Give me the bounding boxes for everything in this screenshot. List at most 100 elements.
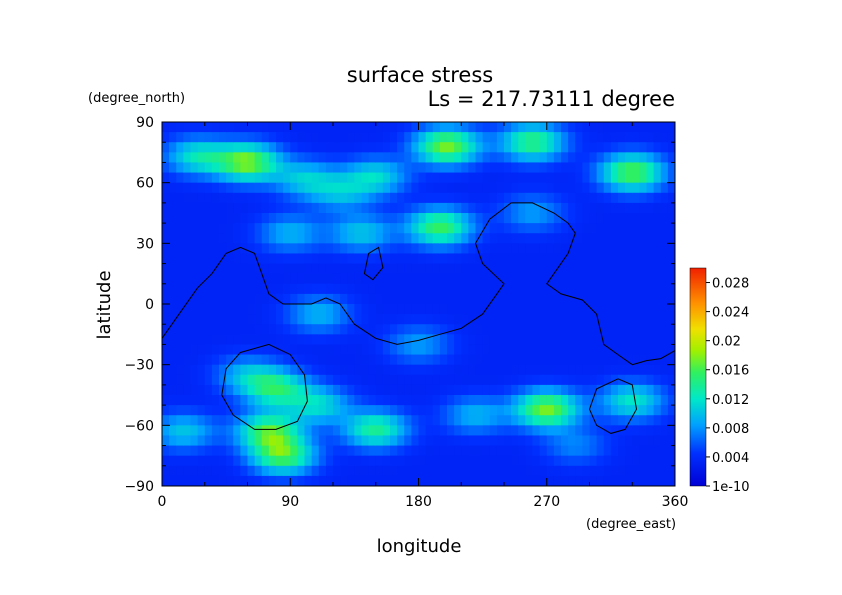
heatmap-cell <box>261 233 270 244</box>
heatmap-cell <box>482 283 491 295</box>
heatmap-cell <box>411 263 420 275</box>
heatmap-cell <box>354 142 363 153</box>
heatmap-cell <box>354 273 363 285</box>
heatmap-cell <box>639 354 648 366</box>
colorbar <box>689 267 707 487</box>
heatmap-cell <box>190 253 199 265</box>
heatmap-cell <box>639 192 648 204</box>
heatmap-cell <box>568 263 576 275</box>
heatmap-cell <box>625 142 633 153</box>
heatmap-cell <box>297 293 306 305</box>
heatmap-cell <box>603 465 612 477</box>
heatmap-cell <box>618 132 626 143</box>
heatmap-cell <box>340 162 348 174</box>
heatmap-cell <box>340 344 348 356</box>
heatmap-cell <box>169 304 177 315</box>
heatmap-cell <box>660 324 669 335</box>
heatmap-cell <box>268 172 277 184</box>
heatmap-cell <box>375 202 384 214</box>
heatmap-cell <box>482 263 491 275</box>
heatmap-cell <box>439 304 448 315</box>
heatmap-cell <box>639 405 648 416</box>
heatmap-cell <box>276 364 284 376</box>
heatmap-cell <box>276 223 284 234</box>
heatmap-cell <box>290 182 298 194</box>
heatmap-cell <box>468 263 477 275</box>
heatmap-cell <box>553 213 562 224</box>
heatmap-cell <box>162 273 170 285</box>
heatmap-cell <box>632 374 640 386</box>
heatmap-cell <box>596 213 605 224</box>
heatmap-cell <box>411 334 420 346</box>
heatmap-cell <box>618 455 626 467</box>
heatmap-cell <box>447 415 455 426</box>
heatmap-cell <box>290 415 298 426</box>
heatmap-cell <box>475 405 484 416</box>
heatmap-cell <box>518 293 526 305</box>
heatmap-cell <box>240 344 249 356</box>
heatmap-cell <box>432 364 441 376</box>
heatmap-cell <box>418 202 427 214</box>
heatmap-cell <box>197 425 206 437</box>
heatmap-cell <box>268 445 277 457</box>
heatmap-cell <box>325 304 334 315</box>
heatmap-cell <box>646 334 655 346</box>
heatmap-cell <box>233 354 241 366</box>
heatmap-cell <box>468 223 477 234</box>
heatmap-cell <box>233 192 241 204</box>
heatmap-cell <box>454 344 462 356</box>
heatmap-cell <box>639 293 648 305</box>
heatmap-cell <box>226 192 234 204</box>
heatmap-cell <box>382 465 391 477</box>
heatmap-cell <box>632 283 640 295</box>
heatmap-cell <box>382 182 391 194</box>
heatmap-cell <box>482 344 491 356</box>
heatmap-cell <box>261 455 270 467</box>
heatmap-cell <box>304 233 313 244</box>
heatmap-cell <box>226 172 234 184</box>
heatmap-cell <box>240 384 249 396</box>
heatmap-cell <box>454 172 462 184</box>
heatmap-cell <box>290 172 298 184</box>
heatmap-cell <box>568 425 576 437</box>
heatmap-cell <box>475 243 484 255</box>
heatmap-cell <box>596 344 605 356</box>
heatmap-cell <box>204 344 213 356</box>
heatmap-cell <box>268 122 277 133</box>
heatmap-cell <box>411 213 420 224</box>
heatmap-cell <box>447 182 455 194</box>
heatmap-cell <box>283 475 291 486</box>
heatmap-cell <box>204 425 213 437</box>
heatmap-cell <box>297 132 306 143</box>
heatmap-cell <box>667 324 675 335</box>
heatmap-cell <box>546 233 555 244</box>
heatmap-cell <box>653 152 662 164</box>
heatmap-cell <box>169 273 177 285</box>
heatmap-cell <box>368 354 377 366</box>
heatmap-cell <box>276 132 284 143</box>
heatmap-cell <box>539 405 548 416</box>
heatmap-cell <box>240 202 249 214</box>
heatmap-cell <box>596 445 605 457</box>
heatmap-cell <box>639 213 648 224</box>
heatmap-cell <box>390 142 398 153</box>
heatmap-cell <box>625 152 633 164</box>
heatmap-cell <box>226 405 234 416</box>
heatmap-cell <box>610 344 619 356</box>
heatmap-cell <box>425 425 434 437</box>
heatmap-cell <box>582 253 591 265</box>
heatmap-cell <box>304 374 313 386</box>
heatmap-cell <box>361 213 370 224</box>
heatmap-cell <box>603 283 612 295</box>
heatmap-cell <box>375 213 384 224</box>
heatmap-cell <box>404 152 412 164</box>
heatmap-cell <box>361 354 370 366</box>
heatmap-cell <box>568 202 576 214</box>
heatmap-cell <box>418 162 427 174</box>
heatmap-cell <box>261 192 270 204</box>
colorbar-label: 0.008 <box>712 422 749 437</box>
heatmap-cell <box>511 314 519 325</box>
heatmap-cell <box>204 435 213 447</box>
heatmap-cell <box>247 263 256 275</box>
heatmap-cell <box>575 435 583 447</box>
